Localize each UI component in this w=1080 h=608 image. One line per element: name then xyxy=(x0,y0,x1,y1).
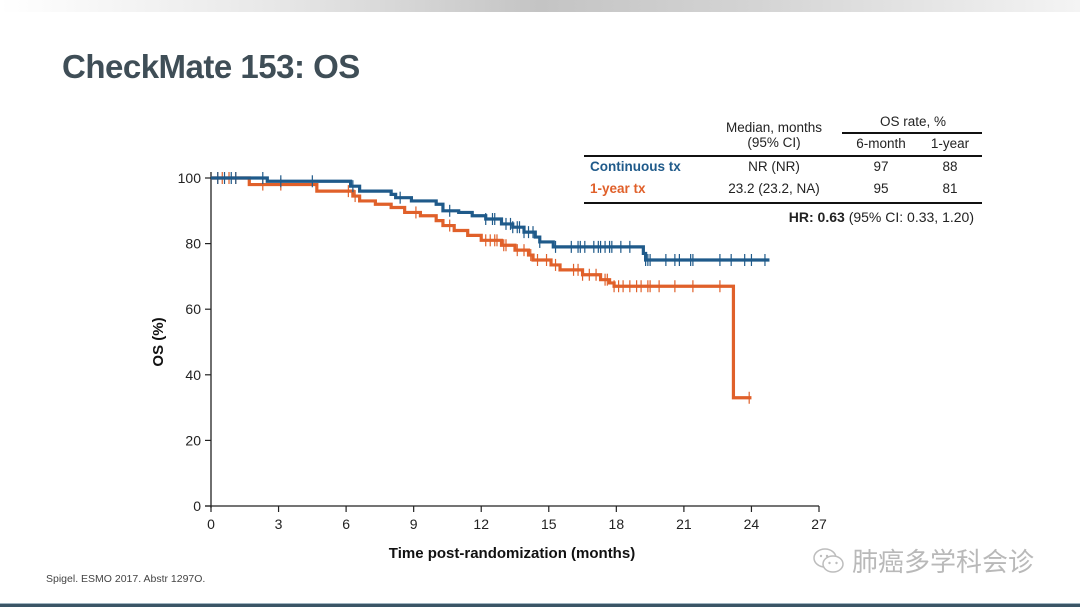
median-value: NR (NR) xyxy=(748,159,800,174)
y-tick-label: 0 xyxy=(193,498,201,514)
table-row-continuous: Continuous tx NR (NR) 97 88 xyxy=(584,159,982,179)
table-row-1-year: 1-year tx 23.2 (23.2, NA) 95 81 xyxy=(584,181,982,201)
header-median-label: Median, months xyxy=(725,120,823,135)
x-tick-label: 12 xyxy=(473,516,489,532)
x-axis-title: Time post-randomization (months) xyxy=(389,545,635,562)
watermark: 肺癌多学科会诊 xyxy=(812,542,1034,579)
top-decorative-band xyxy=(0,0,1080,12)
footer-rule xyxy=(0,603,1080,607)
arm-label: Continuous tx xyxy=(590,159,681,174)
x-tick-label: 15 xyxy=(541,516,557,532)
header-os-rate: OS rate, % xyxy=(879,114,947,129)
hr-label: HR: 0.63 xyxy=(788,209,845,225)
x-tick-label: 24 xyxy=(744,516,760,532)
y-tick-label: 100 xyxy=(178,170,202,186)
y-tick-label: 20 xyxy=(185,432,201,448)
km-curve xyxy=(211,176,752,400)
os-6-month-value: 95 xyxy=(873,181,889,196)
hazard-ratio: HR: 0.63 (95% CI: 0.33, 1.20) xyxy=(789,209,974,225)
x-tick-label: 27 xyxy=(811,516,827,532)
header-median: Median, months (95% CI) xyxy=(714,120,834,150)
x-tick-label: 3 xyxy=(275,516,283,532)
chart-axes: 0 3 6 9 12 15 18 21 24 27 0 20 40 60 80 100 xyxy=(178,170,827,532)
header-divider xyxy=(842,132,982,134)
series-continuous-tx xyxy=(211,172,770,266)
x-tick-label: 9 xyxy=(410,516,418,532)
median-value: 23.2 (23.2, NA) xyxy=(728,181,820,196)
y-tick-label: 60 xyxy=(185,301,201,317)
watermark-text: 肺癌多学科会诊 xyxy=(852,548,1035,578)
arm-label: 1-year tx xyxy=(590,181,646,196)
header-median-sub: (95% CI) xyxy=(747,135,801,150)
x-tick-label: 0 xyxy=(207,516,215,532)
hr-ci: (95% CI: 0.33, 1.20) xyxy=(844,209,974,225)
table-bottom-rule xyxy=(584,202,982,204)
y-tick-label: 40 xyxy=(185,367,201,383)
y-tick-label: 80 xyxy=(185,236,201,252)
table-divider xyxy=(584,155,982,157)
x-tick-label: 6 xyxy=(342,516,350,532)
series-1-year-tx xyxy=(211,172,752,404)
x-tick-label: 21 xyxy=(676,516,692,532)
os-1-year-value: 88 xyxy=(942,159,958,174)
citation: Spigel. ESMO 2017. Abstr 1297O. xyxy=(46,573,206,585)
wechat-icon xyxy=(813,547,844,573)
os-1-year-value: 81 xyxy=(942,181,958,196)
y-axis-title: OS (%) xyxy=(150,317,167,366)
x-tick-label: 18 xyxy=(609,516,625,532)
header-1-year: 1-year xyxy=(930,136,970,151)
chart-series xyxy=(211,172,770,404)
km-curve xyxy=(211,176,770,262)
os-6-month-value: 97 xyxy=(873,159,889,174)
header-6-month: 6-month xyxy=(856,136,906,151)
slide-title: CheckMate 153: OS xyxy=(62,48,360,85)
